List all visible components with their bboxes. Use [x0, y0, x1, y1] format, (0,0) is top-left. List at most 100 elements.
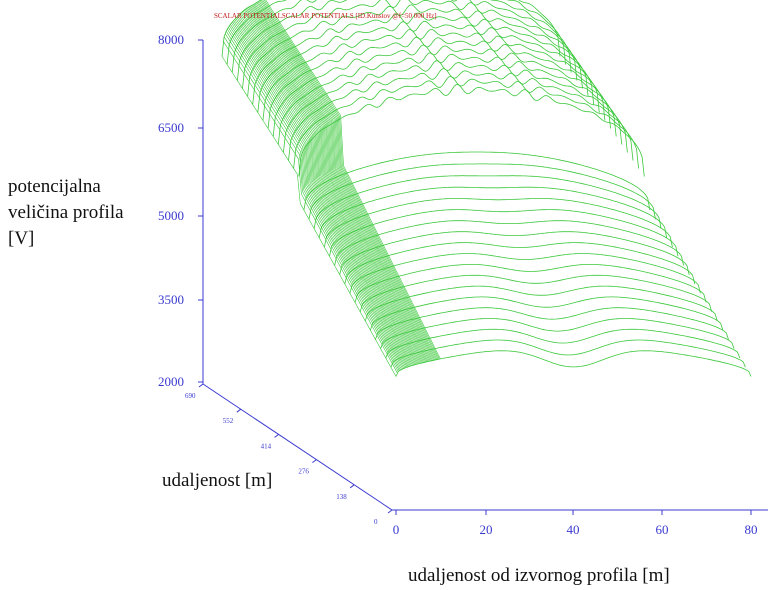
surface-wall-line [228, 27, 403, 370]
surface-profile-line [267, 36, 611, 129]
surface-wall-line [244, 9, 421, 364]
surface-wall-line [263, 0, 440, 360]
y-tick-mark [198, 383, 204, 388]
surface-wall-line [229, 25, 405, 369]
x-tick-label: 60 [656, 522, 669, 537]
surface-profile-line [293, 76, 639, 169]
surface-profile-line [283, 60, 628, 153]
surface-profile-line [308, 163, 656, 220]
surface-wall-line [239, 13, 416, 365]
surface-wall-line [241, 11, 418, 365]
x-axis-label: udaljenost od izvornog profila [m] [408, 565, 670, 586]
surface-profile-line [247, 4, 589, 97]
surface-profile-line [329, 209, 679, 257]
y-tick-label: 276 [298, 468, 309, 476]
surface-wall-line [265, 0, 441, 360]
z-tick-label: 8000 [158, 32, 184, 47]
y-axis-label: udaljenost [m] [162, 470, 273, 491]
surface-wall-line [236, 16, 412, 366]
surface-wall-line [242, 10, 419, 365]
surface-profile-line [252, 12, 595, 105]
surface-wall-line [230, 24, 406, 369]
surface-profile-line [354, 264, 707, 303]
surface-profile-line [380, 318, 735, 349]
surface-wall-line [243, 9, 420, 364]
surface-profile-line [313, 175, 662, 229]
chart-title: SCALAR POTENTIALSCALAR POTENTIALS [ID.Ku… [214, 12, 437, 20]
surface-profile-line [385, 328, 741, 359]
surface-profile-line [390, 339, 746, 368]
surface-wall-line [221, 56, 397, 377]
surface-wall-line [237, 15, 413, 366]
y-tick-mark [387, 509, 393, 514]
surface-wall-line [227, 29, 402, 370]
z-tick-label: 6500 [158, 120, 184, 135]
surface-profile-line [318, 186, 668, 238]
surface-wall-line [257, 1, 434, 361]
y-tick-label: 414 [261, 442, 272, 450]
surface-wall-line [254, 3, 431, 362]
z-axis-label-line-2: veličina profila [8, 202, 124, 223]
y-tick-label: 138 [336, 493, 347, 501]
surface-profile-line [395, 350, 752, 377]
surface-profile-line [339, 231, 690, 275]
surface-wall-line [225, 31, 401, 371]
surface-wall-line [231, 22, 407, 368]
z-ticks: 8000 6500 5000 3500 2000 [158, 32, 203, 389]
x-tick-label: 40 [567, 522, 580, 537]
surface-profile-line [231, 0, 572, 73]
surface-wall-line [247, 7, 423, 363]
surface-wall-line [224, 33, 400, 371]
z-axis-label: potencijalna veličina profila [V] [8, 174, 124, 252]
surface-wall-line [253, 4, 430, 362]
z-axis-label-line-3: [V] [8, 228, 35, 249]
surface-profile-line [364, 285, 718, 322]
y-tick-mark [236, 408, 242, 413]
z-tick-label: 2000 [158, 374, 184, 389]
surface-profile-line [262, 28, 606, 121]
z-tick-label: 3500 [158, 292, 184, 307]
surface-wall-line [259, 0, 437, 360]
surface-wall-line [233, 20, 409, 367]
surface-wall-line [252, 4, 429, 362]
surface-profile-line [257, 20, 600, 113]
x-tick-label: 0 [393, 522, 400, 537]
x-ticks: 0 20 40 60 80 [393, 510, 758, 537]
surface-wall-line [250, 5, 427, 363]
surface-profile-line [272, 44, 617, 137]
surface-wall-line [262, 0, 439, 360]
y-tick-label: 552 [223, 417, 234, 425]
surface-profile-line [277, 52, 623, 145]
surface-wall-line [234, 19, 410, 367]
surface-profile-line [303, 151, 651, 211]
surface-wall-line [249, 6, 426, 363]
z-tick-label: 5000 [158, 208, 184, 223]
surface-profile-line [324, 198, 673, 248]
surface-wall-line [238, 14, 415, 366]
surface-profile-line [298, 84, 645, 177]
surface-profile-line [242, 0, 583, 89]
surface-wall-line [260, 0, 438, 360]
surface-wall-line [222, 40, 398, 373]
y-tick-mark [312, 459, 317, 464]
axes [202, 40, 768, 511]
surface-wall-line [223, 36, 399, 372]
surface-wall-line [246, 8, 422, 364]
surface-profile-line [334, 220, 684, 266]
surface-profile-line [375, 307, 729, 340]
y-axis-line [202, 383, 393, 511]
surface-wall-line [235, 18, 411, 367]
surface-profile-line [344, 242, 696, 285]
surface-wall-line [248, 7, 424, 363]
surface-wall-line [232, 21, 408, 368]
x-tick-label: 80 [745, 522, 758, 537]
surface-wall-line [255, 2, 432, 361]
y-tick-label: 690 [185, 392, 196, 400]
x-tick-label: 20 [480, 522, 493, 537]
surface-profile-line [237, 0, 578, 81]
surface-mesh [221, 0, 752, 377]
surface-profile-line [226, 0, 566, 65]
y-tick-mark [349, 484, 355, 489]
surface-profile-line [288, 67, 634, 161]
